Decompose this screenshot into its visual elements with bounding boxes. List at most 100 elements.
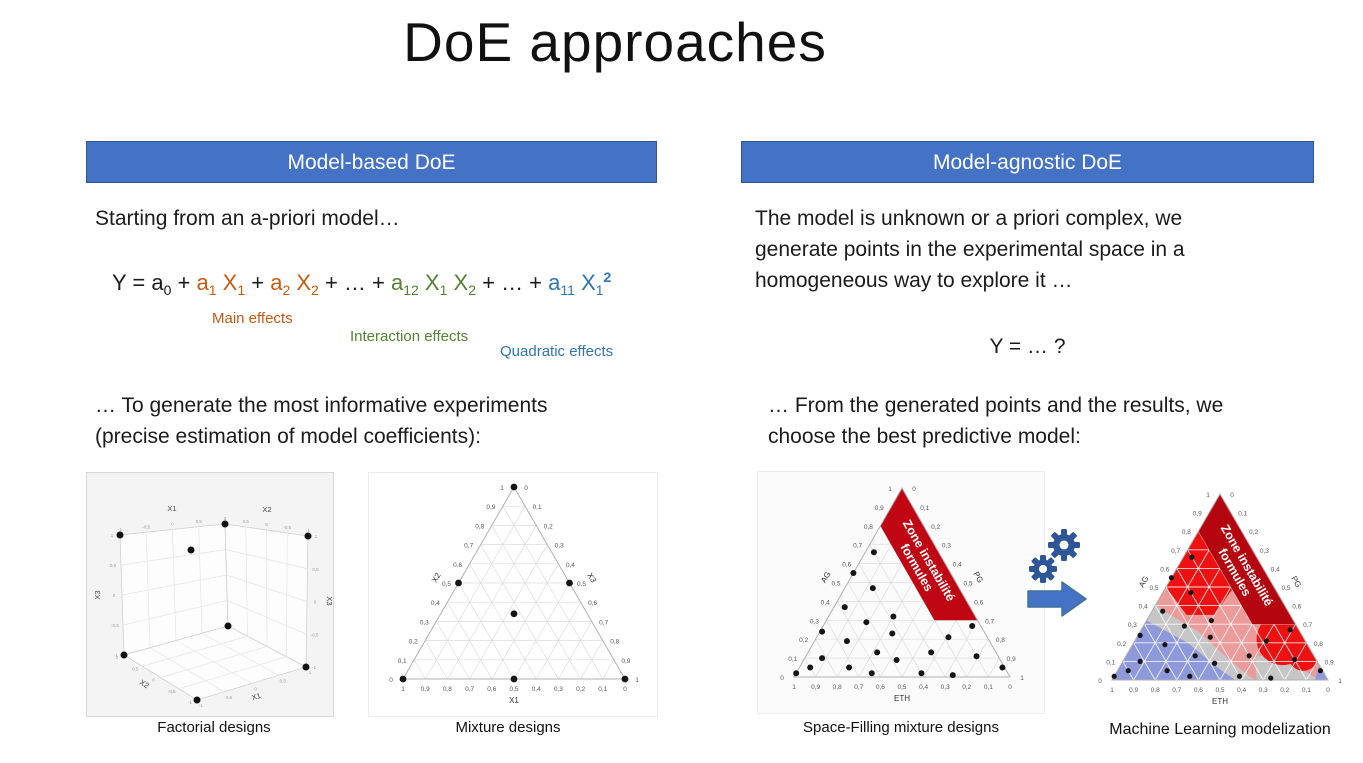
formula-segment: X: [290, 270, 312, 295]
svg-text:0,8: 0,8: [996, 637, 1005, 644]
svg-text:0,6: 0,6: [876, 684, 885, 691]
mixture-designs-plot: 0 0 0 0,1 0,1 0,1 0,2 0,2 0,2 0,3 0,3 0,3 0,4 0,4 0,4 0…: [368, 472, 658, 717]
mixture-designs-chart: 0 0 0 0,1 0,1 0,1 0,2 0,2 0,2 0,3 0,3 0,3 0,4 0,4 0,4 0…: [389, 483, 639, 705]
formula-segment: Y = a: [112, 270, 164, 295]
svg-text:0,2: 0,2: [1249, 529, 1258, 536]
svg-text:0,6: 0,6: [1292, 604, 1301, 611]
svg-text:0,7: 0,7: [985, 618, 994, 625]
caption-mixture-designs: Mixture designs: [455, 719, 561, 736]
svg-text:0,5: 0,5: [1281, 585, 1290, 592]
svg-text:0: 0: [912, 486, 916, 493]
svg-text:1: 1: [401, 686, 405, 693]
svg-text:0,3: 0,3: [420, 619, 429, 626]
right-intro-line-3: homogeneous way to explore it …: [755, 269, 1073, 292]
left-body-line-2: (precise estimation of model coefficient…: [95, 425, 481, 448]
process-icons: [1026, 528, 1090, 620]
left-body-text: … To generate the most informative exper…: [95, 390, 548, 452]
svg-text:0,3: 0,3: [1259, 687, 1268, 694]
svg-text:0,2: 0,2: [799, 637, 808, 644]
svg-text:-0,5: -0,5: [224, 695, 232, 700]
right-formula: Y = … ?: [989, 335, 1066, 358]
svg-text:0,5: 0,5: [963, 581, 972, 588]
svg-text:-0,5: -0,5: [311, 632, 319, 637]
svg-text:1: 1: [792, 684, 796, 691]
caption-machine-learning: Machine Learning modelization: [1109, 721, 1331, 738]
svg-text:0,1: 0,1: [1238, 511, 1247, 518]
svg-text:0,5: 0,5: [243, 519, 250, 524]
svg-text:0,1: 0,1: [984, 684, 993, 691]
svg-text:0,6: 0,6: [453, 562, 462, 569]
svg-text:PG: PG: [1289, 574, 1303, 589]
svg-text:0,5: 0,5: [196, 519, 203, 524]
svg-text:0,8: 0,8: [1151, 687, 1160, 694]
svg-text:0,9: 0,9: [811, 684, 820, 691]
svg-text:0,3: 0,3: [1260, 548, 1269, 555]
svg-text:0,8: 0,8: [443, 686, 452, 693]
formula-segment: 1: [439, 282, 448, 298]
svg-text:0,9: 0,9: [1129, 687, 1138, 694]
svg-text:0,2: 0,2: [544, 523, 553, 530]
svg-text:0,5: 0,5: [1149, 585, 1158, 592]
svg-text:0: 0: [113, 593, 116, 598]
svg-text:-0,5: -0,5: [283, 525, 291, 530]
svg-text:-1: -1: [188, 700, 192, 705]
svg-text:0,2: 0,2: [962, 684, 971, 691]
svg-text:X1: X1: [167, 504, 176, 513]
gears-and-arrow-icon: [1027, 529, 1087, 617]
formula-segment: 2: [282, 282, 291, 298]
svg-text:0,5: 0,5: [577, 581, 586, 588]
svg-text:X2: X2: [138, 678, 151, 691]
page-title: DoE approaches: [403, 11, 827, 73]
formula-segment: 12: [403, 282, 419, 298]
svg-text:0,7: 0,7: [853, 543, 862, 550]
formula-segment: 1: [237, 282, 246, 298]
formula: Y = a0 + a1 X1 + a2 X2 + … + a12 X1 X2 +…: [112, 269, 611, 298]
svg-text:0,6: 0,6: [1160, 566, 1169, 573]
formula-segment: a: [196, 270, 209, 295]
svg-text:1: 1: [1020, 675, 1024, 682]
svg-text:0,2: 0,2: [409, 639, 418, 646]
svg-text:0,3: 0,3: [555, 543, 564, 550]
svg-text:0,1: 0,1: [533, 504, 542, 511]
svg-text:0,6: 0,6: [974, 599, 983, 606]
svg-text:1: 1: [116, 655, 119, 660]
svg-text:1: 1: [635, 677, 639, 684]
svg-text:1: 1: [1110, 687, 1114, 694]
svg-text:0,4: 0,4: [1237, 687, 1246, 694]
formula-segment: + … +: [476, 270, 549, 295]
svg-text:X1: X1: [251, 691, 262, 702]
svg-text:0,4: 0,4: [953, 562, 962, 569]
machine-learning-plot: 0 0 0 0,1 0,1 0,1 0,2 0,2 0,2 0,3 0,3 0,3 0,4 0,4 0,4 0…: [1078, 479, 1362, 718]
svg-text:0,2: 0,2: [1280, 687, 1289, 694]
formula-segment: X: [447, 270, 469, 295]
svg-text:0,9: 0,9: [1193, 511, 1202, 518]
svg-text:X3: X3: [585, 571, 598, 584]
formula-segment: +: [245, 270, 271, 295]
right-body-text: … From the generated points and the resu…: [768, 390, 1223, 452]
svg-text:0,8: 0,8: [833, 684, 842, 691]
svg-text:0,1: 0,1: [398, 658, 407, 665]
formula-segment: 2: [603, 269, 612, 285]
formula-segment: X: [216, 270, 238, 295]
svg-text:0,9: 0,9: [421, 686, 430, 693]
svg-text:0,7: 0,7: [1303, 622, 1312, 629]
svg-text:0,9: 0,9: [486, 504, 495, 511]
svg-text:0: 0: [254, 687, 257, 692]
formula-segment: a: [270, 270, 283, 295]
formula-segment: 11: [560, 282, 575, 298]
left-intro-text: Starting from an a-priori model…: [95, 207, 400, 230]
svg-text:0,1: 0,1: [920, 505, 929, 512]
svg-text:0,8: 0,8: [475, 523, 484, 530]
svg-text:0: 0: [314, 600, 317, 605]
svg-text:X2: X2: [430, 571, 443, 584]
svg-text:0,4: 0,4: [431, 600, 440, 607]
machine-learning-chart: 0 0 0 0,1 0,1 0,1 0,2 0,2 0,2 0,3 0,3 0,3 0,4 0,4 0,4 0…: [1098, 492, 1342, 706]
svg-text:0,8: 0,8: [1314, 641, 1323, 648]
svg-text:0,5: 0,5: [110, 563, 117, 568]
header-model-agnostic-doe: Model-agnostic DoE: [741, 141, 1314, 183]
svg-text:0,8: 0,8: [864, 524, 873, 531]
quadratic-effects-label: Quadratic effects: [500, 343, 614, 360]
svg-text:-1: -1: [199, 703, 203, 708]
svg-text:-1: -1: [118, 527, 122, 532]
svg-text:0,1: 0,1: [1302, 687, 1311, 694]
